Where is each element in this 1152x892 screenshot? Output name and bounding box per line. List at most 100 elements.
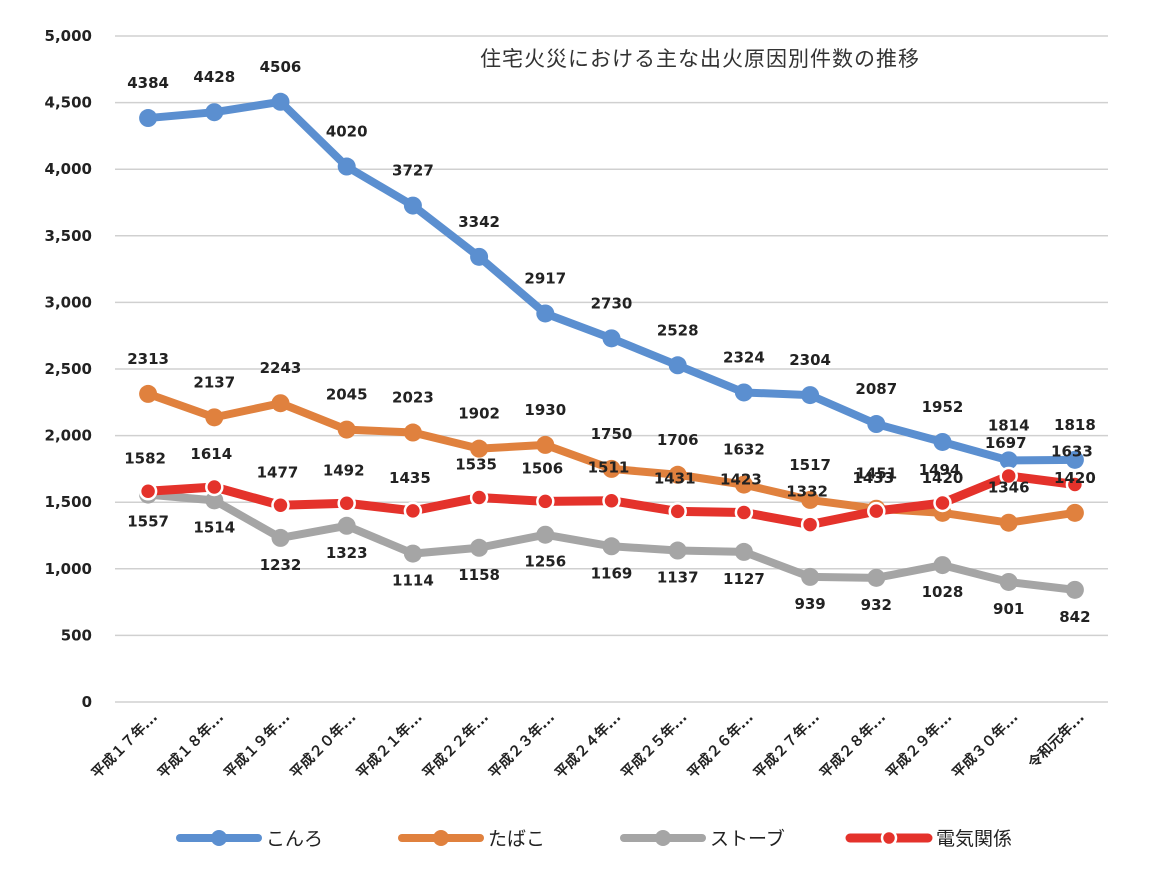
data-point: [801, 386, 820, 405]
data-point: [1065, 580, 1084, 599]
data-label: 2313: [127, 350, 169, 368]
legend-label: ストーブ: [710, 827, 785, 850]
data-point: [337, 494, 356, 513]
data-point: [1065, 503, 1084, 522]
data-label: 1517: [789, 456, 831, 474]
data-point: [337, 420, 356, 439]
x-tick-label: 平成２５年...: [618, 709, 691, 782]
data-label: 2917: [524, 269, 566, 287]
x-tick-label: 平成１９年...: [221, 709, 294, 782]
y-tick-label: 2,000: [45, 427, 92, 445]
data-point: [668, 502, 687, 521]
x-tick-label: 平成２３年...: [485, 709, 558, 782]
data-label: 932: [861, 596, 892, 614]
data-point: [536, 525, 555, 544]
data-label: 1930: [524, 401, 566, 419]
data-label: 1706: [657, 431, 699, 449]
legend-marker: [655, 830, 671, 846]
x-tick-label: 平成２１年...: [353, 709, 426, 782]
data-label: 2528: [657, 321, 699, 339]
data-point: [205, 408, 224, 427]
data-label: 3342: [458, 213, 500, 231]
data-label: 1902: [458, 405, 500, 423]
data-point: [867, 501, 886, 521]
data-label: 1232: [260, 556, 302, 574]
data-point: [470, 247, 489, 266]
data-label: 1557: [127, 513, 169, 531]
data-label: 1423: [720, 470, 762, 488]
data-point: [734, 542, 753, 561]
x-tick-label: 令和元年...: [1024, 709, 1088, 773]
data-point: [933, 556, 952, 575]
data-point: [138, 482, 158, 501]
data-label: 2243: [260, 359, 302, 377]
legend-marker: [211, 830, 227, 846]
data-label: 1814: [988, 416, 1030, 434]
series-group: [138, 92, 1085, 599]
data-label: 1582: [124, 449, 166, 467]
y-tick-label: 2,500: [45, 360, 92, 378]
y-tick-label: 4,500: [45, 94, 92, 112]
chart-title: 住宅火災における主な出火原因別件数の推移: [480, 47, 920, 71]
y-tick-label: 1,500: [45, 493, 92, 511]
data-point: [933, 432, 952, 451]
data-label: 1818: [1054, 416, 1096, 434]
data-labels: 4384 4428 4506 4020 3727 3342 2917 2730 2528 2324…: [124, 58, 1096, 626]
data-point: [999, 451, 1018, 470]
series-3: [139, 485, 1084, 599]
data-point: [271, 496, 290, 515]
data-label: 1158: [458, 566, 500, 584]
y-tick-label: 5,000: [45, 27, 92, 45]
data-point: [139, 109, 158, 128]
data-point: [337, 516, 356, 535]
data-label: 1952: [922, 398, 964, 416]
data-label: 2087: [855, 380, 897, 398]
data-label: 4384: [127, 74, 169, 92]
x-tick-label: 平成２４年...: [552, 709, 625, 782]
x-tick-label: 平成２９年...: [883, 709, 956, 782]
data-point: [536, 492, 555, 511]
data-point: [470, 538, 489, 557]
data-point: [867, 568, 886, 587]
data-label: 1433: [852, 469, 894, 487]
series-1: [139, 92, 1084, 470]
data-point: [536, 435, 555, 454]
data-label: 1697: [985, 434, 1027, 452]
data-point: [801, 567, 820, 586]
data-label: 4428: [193, 68, 235, 86]
data-label: 1127: [723, 570, 765, 588]
data-label: 1431: [654, 469, 696, 487]
data-point: [469, 488, 489, 507]
data-label: 1137: [657, 569, 699, 587]
data-point: [602, 491, 621, 510]
data-label: 1169: [591, 564, 633, 582]
y-tick-label: 4,000: [45, 160, 92, 178]
x-tick-label: 平成２７年...: [750, 709, 823, 782]
data-label: 901: [993, 600, 1024, 618]
data-point: [271, 92, 290, 111]
data-label: 1506: [521, 459, 563, 477]
data-point: [867, 415, 886, 434]
data-point: [734, 503, 754, 522]
data-point: [999, 466, 1018, 486]
data-label: 2324: [723, 348, 765, 366]
data-label: 1114: [392, 572, 434, 590]
data-label: 1492: [323, 461, 365, 479]
y-tick-label: 1,000: [45, 560, 92, 578]
data-label: 1332: [786, 483, 828, 501]
data-label: 1535: [455, 456, 497, 474]
y-axis: 0 500 1,000 1,500 2,000 2,500 3,000 3,500 4,000 4…: [45, 27, 92, 711]
data-label: 1435: [389, 469, 431, 487]
data-point: [271, 528, 290, 547]
data-label: 2023: [392, 389, 434, 407]
data-label: 2730: [591, 294, 633, 312]
data-point: [933, 493, 952, 513]
data-point: [602, 329, 621, 348]
data-label: 4506: [260, 58, 302, 76]
data-point: [337, 157, 356, 176]
y-tick-label: 3,500: [45, 227, 92, 245]
data-point: [801, 490, 820, 509]
gridlines: [115, 35, 1108, 703]
data-label: 2304: [789, 351, 831, 369]
